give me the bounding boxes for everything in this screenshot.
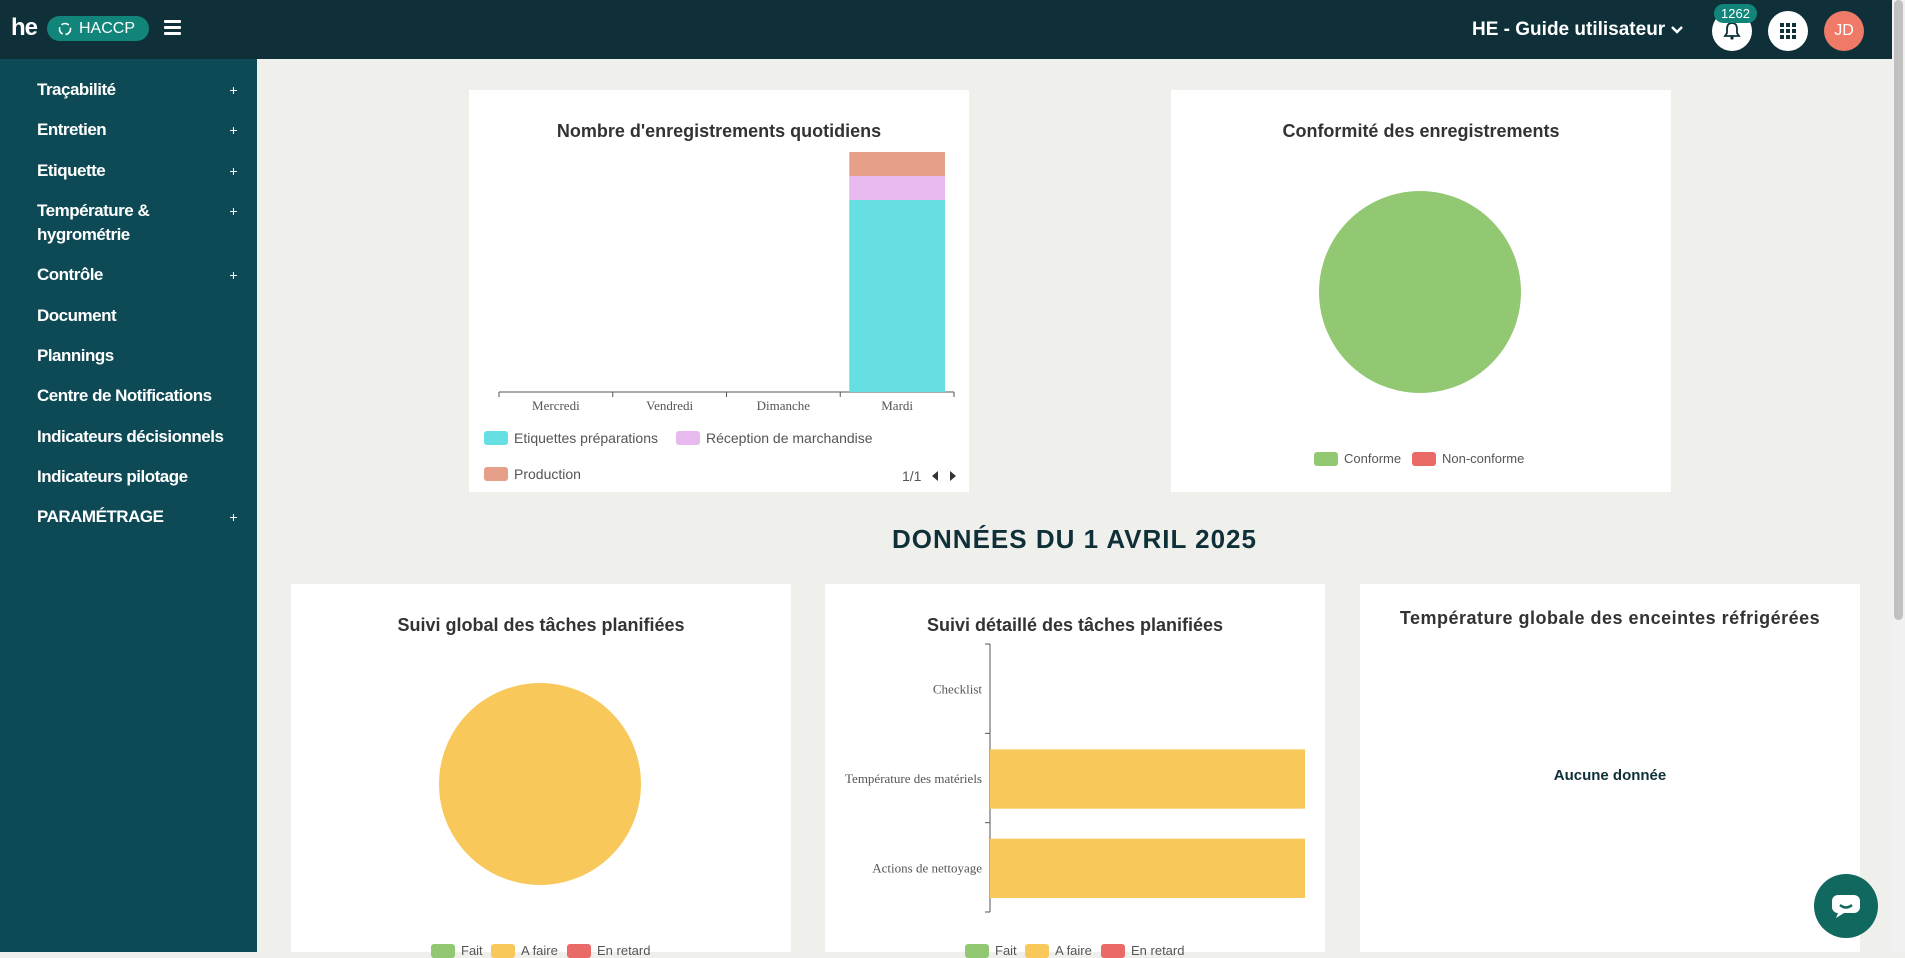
chat-button[interactable] xyxy=(1814,874,1878,938)
expand-icon: + xyxy=(229,122,237,138)
x-tick-label: Vendredi xyxy=(646,398,693,413)
sidebar-item-parametrage[interactable]: PARAMÉTRAGE + xyxy=(37,505,237,529)
global-tasks-chart xyxy=(439,683,641,885)
legend-item-a-faire[interactable]: A faire xyxy=(491,943,558,958)
daily-records-title: Nombre d'enregistrements quotidiens xyxy=(556,121,882,141)
sidebar-item-controle[interactable]: Contrôle + xyxy=(37,263,237,287)
expand-icon: + xyxy=(229,267,237,283)
site-name: HE - Guide utilisateur xyxy=(1472,19,1666,40)
sidebar-item-document[interactable]: Document xyxy=(37,306,117,325)
y-tick-label: Température des matériels xyxy=(845,771,982,786)
pie-slice-conforme xyxy=(1319,191,1521,393)
logo-he: he xyxy=(11,14,38,41)
y-tick-label: Actions de nettoyage xyxy=(872,860,982,875)
top-bar: he HACCP HE - Guide utilisateur 1262 JD xyxy=(0,0,1905,59)
sidebar-item-tracabilite[interactable]: Traçabilité + xyxy=(37,78,237,102)
prev-page-icon[interactable] xyxy=(931,471,939,481)
expand-icon: + xyxy=(229,82,237,98)
legend-item-reception[interactable]: Réception de marchandise xyxy=(676,430,873,446)
x-tick-label: Dimanche xyxy=(757,398,811,413)
product-logo[interactable]: HACCP xyxy=(47,16,150,41)
sidebar-item-notifications[interactable]: Centre de Notifications xyxy=(37,386,212,405)
grid-icon xyxy=(1780,23,1796,39)
daily-records-card: Nombre d'enregistrements quotidiens Merc… xyxy=(469,90,969,492)
bar-etiquettes-preparations xyxy=(849,200,945,392)
conformity-card: Conformité des enregistrements Conforme … xyxy=(1171,90,1671,492)
detailed-tasks-chart: Checklist Température des matériels Action… xyxy=(845,643,1305,913)
avatar[interactable]: JD xyxy=(1824,11,1864,51)
expand-icon: + xyxy=(229,203,237,219)
product-name: HACCP xyxy=(79,20,136,37)
daily-records-chart: Mercredi Vendredi Dimanche Mardi xyxy=(498,152,955,413)
detailed-tasks-title: Suivi détaillé des tâches planifiées xyxy=(926,615,1224,635)
bell-icon xyxy=(1723,22,1741,40)
sidebar: Traçabilité + Entretien + Etiquette + Tempé… xyxy=(0,59,257,952)
temperature-card: Température globale des enceintes réfrig… xyxy=(1360,584,1860,952)
detailed-tasks-card: Suivi détaillé des tâches planifiées Che… xyxy=(825,584,1325,958)
legend-item-non-conforme[interactable]: Non-conforme xyxy=(1412,451,1524,466)
pie-slice-a-faire xyxy=(439,683,641,885)
legend-item-fait[interactable]: Fait xyxy=(431,943,483,958)
legend-item-etiquettes[interactable]: Etiquettes préparations xyxy=(484,430,658,446)
legend-item-en-retard[interactable]: En retard xyxy=(567,943,650,958)
sidebar-item-indicateurs-pilotage[interactable]: Indicateurs pilotage xyxy=(37,467,188,486)
chevron-down-icon xyxy=(1671,26,1684,34)
bar-production xyxy=(849,152,945,176)
legend-item-production[interactable]: Production xyxy=(484,466,581,482)
sidebar-item-entretien[interactable]: Entretien + xyxy=(37,118,237,142)
chat-icon xyxy=(1832,895,1860,918)
global-tasks-card: Suivi global des tâches planifiées Fait … xyxy=(291,584,791,958)
sidebar-item-indicateurs-decisionnels[interactable]: Indicateurs décisionnels xyxy=(37,427,224,446)
expand-icon: + xyxy=(229,509,237,525)
legend-item-a-faire[interactable]: A faire xyxy=(1025,943,1092,958)
sidebar-item-temperature[interactable]: Température & hygrométrie + xyxy=(37,201,237,244)
x-tick-label: Mardi xyxy=(881,398,913,413)
next-page-icon[interactable] xyxy=(949,471,957,481)
legend-pager: 1/1 xyxy=(902,468,957,484)
bar-actions-de-nettoyage xyxy=(990,838,1305,898)
scrollbar[interactable] xyxy=(1892,0,1905,952)
y-tick-label: Checklist xyxy=(933,682,982,697)
pager-text: 1/1 xyxy=(902,468,922,484)
legend-item-conforme[interactable]: Conforme xyxy=(1314,451,1401,466)
temperature-title: Température globale des enceintes réfrig… xyxy=(1399,608,1821,628)
sidebar-item-plannings[interactable]: Plannings xyxy=(37,346,114,365)
section-title: DONNÉES DU 1 AVRIL 2025 xyxy=(892,524,1257,554)
recycle-icon xyxy=(58,22,72,35)
global-tasks-title: Suivi global des tâches planifiées xyxy=(397,615,685,635)
scrollbar-thumb[interactable] xyxy=(1894,0,1903,620)
bar-reception-de-marchandise xyxy=(849,176,945,200)
site-selector[interactable]: HE - Guide utilisateur xyxy=(1472,19,1684,41)
expand-icon: + xyxy=(229,163,237,179)
x-tick-label: Mercredi xyxy=(532,398,580,413)
legend-item-fait[interactable]: Fait xyxy=(965,943,1017,958)
sidebar-item-etiquette[interactable]: Etiquette + xyxy=(37,159,237,183)
conformity-title: Conformité des enregistrements xyxy=(1282,121,1560,141)
empty-state: Aucune donnée xyxy=(1553,767,1667,784)
menu-toggle-icon[interactable] xyxy=(164,20,181,35)
conformity-chart xyxy=(1319,191,1521,393)
legend-item-en-retard[interactable]: En retard xyxy=(1101,943,1184,958)
notification-badge: 1262 xyxy=(1714,4,1757,23)
bar-temperature-des-materiels xyxy=(990,749,1305,809)
apps-button[interactable] xyxy=(1768,11,1808,51)
